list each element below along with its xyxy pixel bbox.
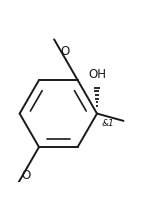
Text: OH: OH [89, 68, 107, 81]
Text: O: O [60, 45, 69, 58]
Text: &1: &1 [101, 119, 114, 128]
Text: O: O [21, 169, 31, 182]
